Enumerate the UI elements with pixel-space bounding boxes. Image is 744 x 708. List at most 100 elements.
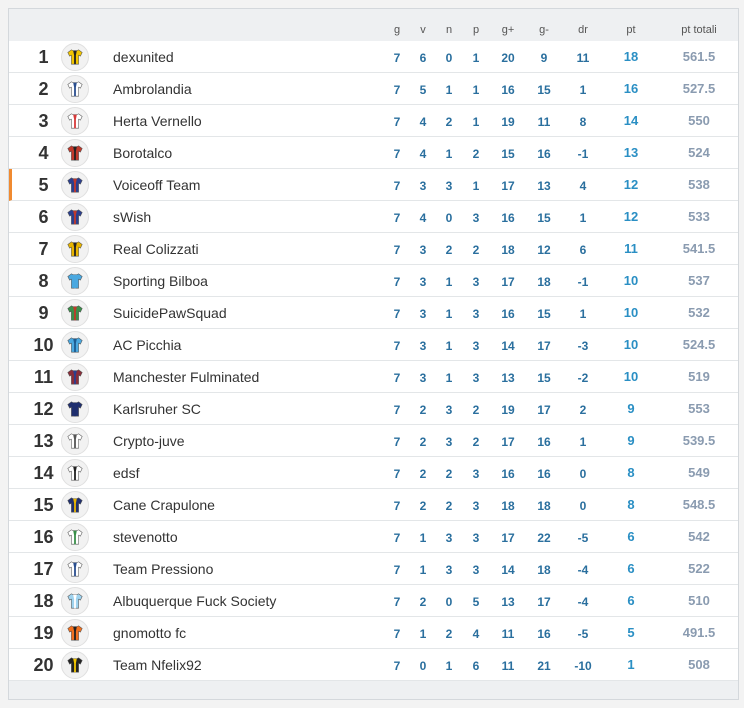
total-points: 537	[688, 273, 710, 288]
total-points: 524.5	[682, 337, 716, 352]
position-number: 15	[33, 495, 54, 515]
losses: 4	[472, 627, 480, 641]
wins: 2	[419, 435, 427, 449]
goal-difference: -1	[577, 275, 589, 289]
team-name[interactable]: Manchester Fulminated	[113, 369, 260, 385]
goals-for: 17	[501, 531, 515, 545]
header-n: n	[445, 24, 453, 36]
goals-for: 16	[501, 83, 515, 97]
standings-table: g v n p g+ g- dr pt pt totali 1 dexunited…	[8, 8, 739, 700]
wins: 1	[419, 627, 427, 641]
goals-against: 17	[537, 339, 551, 353]
table-row[interactable]: 6 sWish 7 4 0 3 16 15 1 12 533	[9, 201, 738, 233]
goals-for: 18	[501, 243, 515, 257]
team-name[interactable]: gnomotto fc	[113, 625, 187, 641]
team-name[interactable]: edsf	[113, 465, 140, 481]
table-row[interactable]: 7 Real Colizzati 7 3 2 2 18 12 6 11 541.5	[9, 233, 738, 265]
team-name[interactable]: Team Nfelix92	[113, 657, 202, 673]
wins: 3	[419, 275, 427, 289]
games-played: 7	[393, 179, 401, 193]
goal-difference: 1	[579, 435, 587, 449]
team-name[interactable]: Crypto-juve	[113, 433, 185, 449]
team-name[interactable]: dexunited	[113, 49, 174, 65]
games-played: 7	[393, 595, 401, 609]
table-row[interactable]: 20 Team Nfelix92 7 0 1 6 11 21 -10 1 508	[9, 649, 738, 681]
goals-against: 11	[537, 115, 551, 129]
team-name[interactable]: stevenotto	[113, 529, 178, 545]
goal-difference: -4	[577, 595, 589, 609]
team-name[interactable]: AC Picchia	[113, 337, 182, 353]
team-name[interactable]: Albuquerque Fuck Society	[113, 593, 277, 609]
goal-difference: 6	[579, 243, 587, 257]
team-name[interactable]: sWish	[113, 209, 152, 225]
table-row[interactable]: 18 Albuquerque Fuck Society 7 2 0 5 13 17 -4 6 510	[9, 585, 738, 617]
position-number: 2	[38, 79, 49, 99]
draws: 2	[445, 499, 453, 513]
team-name[interactable]: Sporting Bilboa	[113, 273, 208, 289]
draws: 2	[445, 243, 453, 257]
team-name[interactable]: SuicidePawSquad	[113, 305, 227, 321]
losses: 2	[472, 403, 480, 417]
games-played: 7	[393, 275, 401, 289]
position-number: 17	[33, 559, 54, 579]
team-name[interactable]: Cane Crapulone	[113, 497, 215, 513]
goal-difference: 1	[579, 307, 587, 321]
table-row[interactable]: 9 SuicidePawSquad 7 3 1 3 16 15 1 10 532	[9, 297, 738, 329]
goals-for: 17	[501, 275, 515, 289]
team-name[interactable]: Real Colizzati	[113, 241, 199, 257]
points: 9	[627, 433, 635, 448]
position-number: 10	[33, 335, 54, 355]
position-number: 14	[33, 463, 54, 483]
goals-for: 13	[501, 371, 515, 385]
points: 12	[623, 177, 639, 192]
draws: 1	[445, 275, 453, 289]
table-row[interactable]: 14 edsf 7 2 2 3 16 16 0 8 549	[9, 457, 738, 489]
goals-against: 17	[537, 595, 551, 609]
losses: 6	[472, 659, 480, 673]
goal-difference: 2	[579, 403, 587, 417]
goals-against: 22	[537, 531, 551, 545]
header-g: g	[393, 24, 401, 36]
goals-against: 18	[537, 563, 551, 577]
table-row[interactable]: 3 Herta Vernello 7 4 2 1 19 11 8 14 550	[9, 105, 738, 137]
table-row[interactable]: 16 stevenotto 7 1 3 3 17 22 -5 6 542	[9, 521, 738, 553]
goals-against: 15	[537, 371, 551, 385]
wins: 4	[419, 115, 427, 129]
table-row[interactable]: 17 Team Pressiono 7 1 3 3 14 18 -4 6 522	[9, 553, 738, 585]
table-row[interactable]: 19 gnomotto fc 7 1 2 4 11 16 -5 5 491.5	[9, 617, 738, 649]
team-jersey-icon	[61, 363, 89, 391]
team-name[interactable]: Karlsruher SC	[113, 401, 201, 417]
table-row[interactable]: 10 AC Picchia 7 3 1 3 14 17 -3 10 524.5	[9, 329, 738, 361]
total-points: 553	[688, 401, 710, 416]
team-name[interactable]: Voiceoff Team	[113, 177, 201, 193]
points: 10	[623, 337, 639, 352]
goals-against: 9	[540, 51, 548, 65]
total-points: 510	[688, 593, 710, 608]
table-row[interactable]: 13 Crypto-juve 7 2 3 2 17 16 1 9 539.5	[9, 425, 738, 457]
table-row[interactable]: 1 dexunited 7 6 0 1 20 9 11 18 561.5	[9, 41, 738, 73]
table-row[interactable]: 15 Cane Crapulone 7 2 2 3 18 18 0 8 548.5	[9, 489, 738, 521]
goal-difference: 8	[579, 115, 587, 129]
team-name[interactable]: Herta Vernello	[113, 113, 202, 129]
games-played: 7	[393, 659, 401, 673]
team-jersey-icon	[61, 75, 89, 103]
draws: 3	[445, 435, 453, 449]
table-body: 1 dexunited 7 6 0 1 20 9 11 18 561.5 2 Ambrolandia 7 5…	[9, 41, 738, 681]
team-jersey-icon	[61, 203, 89, 231]
table-row[interactable]: 12 Karlsruher SC 7 2 3 2 19 17 2 9 553	[9, 393, 738, 425]
table-row[interactable]: 11 Manchester Fulminated 7 3 1 3 13 15 -2 10 519	[9, 361, 738, 393]
table-row[interactable]: 8 Sporting Bilboa 7 3 1 3 17 18 -1 10 537	[9, 265, 738, 297]
points: 1	[627, 657, 635, 672]
position-number: 20	[33, 655, 54, 675]
draws: 3	[445, 179, 453, 193]
team-name[interactable]: Borotalco	[113, 145, 173, 161]
team-name[interactable]: Ambrolandia	[113, 81, 192, 97]
points: 13	[623, 145, 639, 160]
table-row[interactable]: 4 Borotalco 7 4 1 2 15 16 -1 13 524	[9, 137, 738, 169]
table-row[interactable]: 2 Ambrolandia 7 5 1 1 16 15 1 16 527.5	[9, 73, 738, 105]
table-row[interactable]: 5 Voiceoff Team 7 3 3 1 17 13 4 12 538	[9, 169, 738, 201]
team-name[interactable]: Team Pressiono	[113, 561, 214, 577]
wins: 4	[419, 211, 427, 225]
points: 16	[623, 81, 639, 96]
header-goal-diff: dr	[578, 24, 588, 36]
